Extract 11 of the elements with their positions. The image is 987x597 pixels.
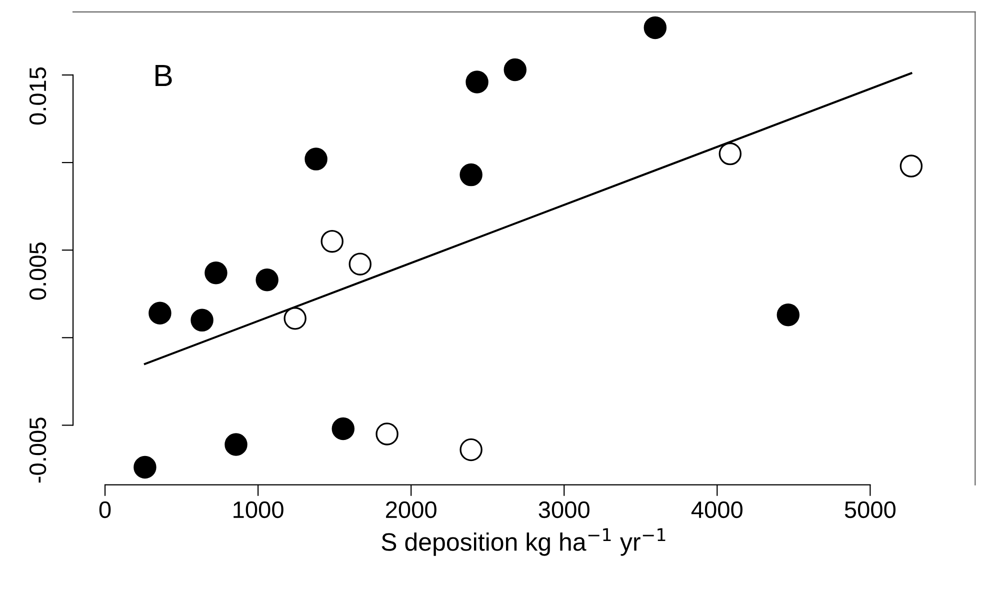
x-tick-label: 2000 <box>386 501 436 518</box>
x-tick-label: 0 <box>99 501 111 518</box>
x-axis-title: S deposition kg ha$^{−1}$ yr$^{−1}$ <box>382 528 666 556</box>
y-tick-label: -0.005 <box>29 418 46 483</box>
x-tick-label: 1000 <box>234 501 284 518</box>
x-tick-label: 3000 <box>538 501 590 518</box>
y-tick-label: 0.015 <box>29 67 46 125</box>
x-tick-label: 4000 <box>691 501 742 518</box>
annotation: B <box>156 65 172 86</box>
x-tick-label: 5000 <box>844 501 896 518</box>
y-tick-label: 0.005 <box>29 242 46 300</box>
